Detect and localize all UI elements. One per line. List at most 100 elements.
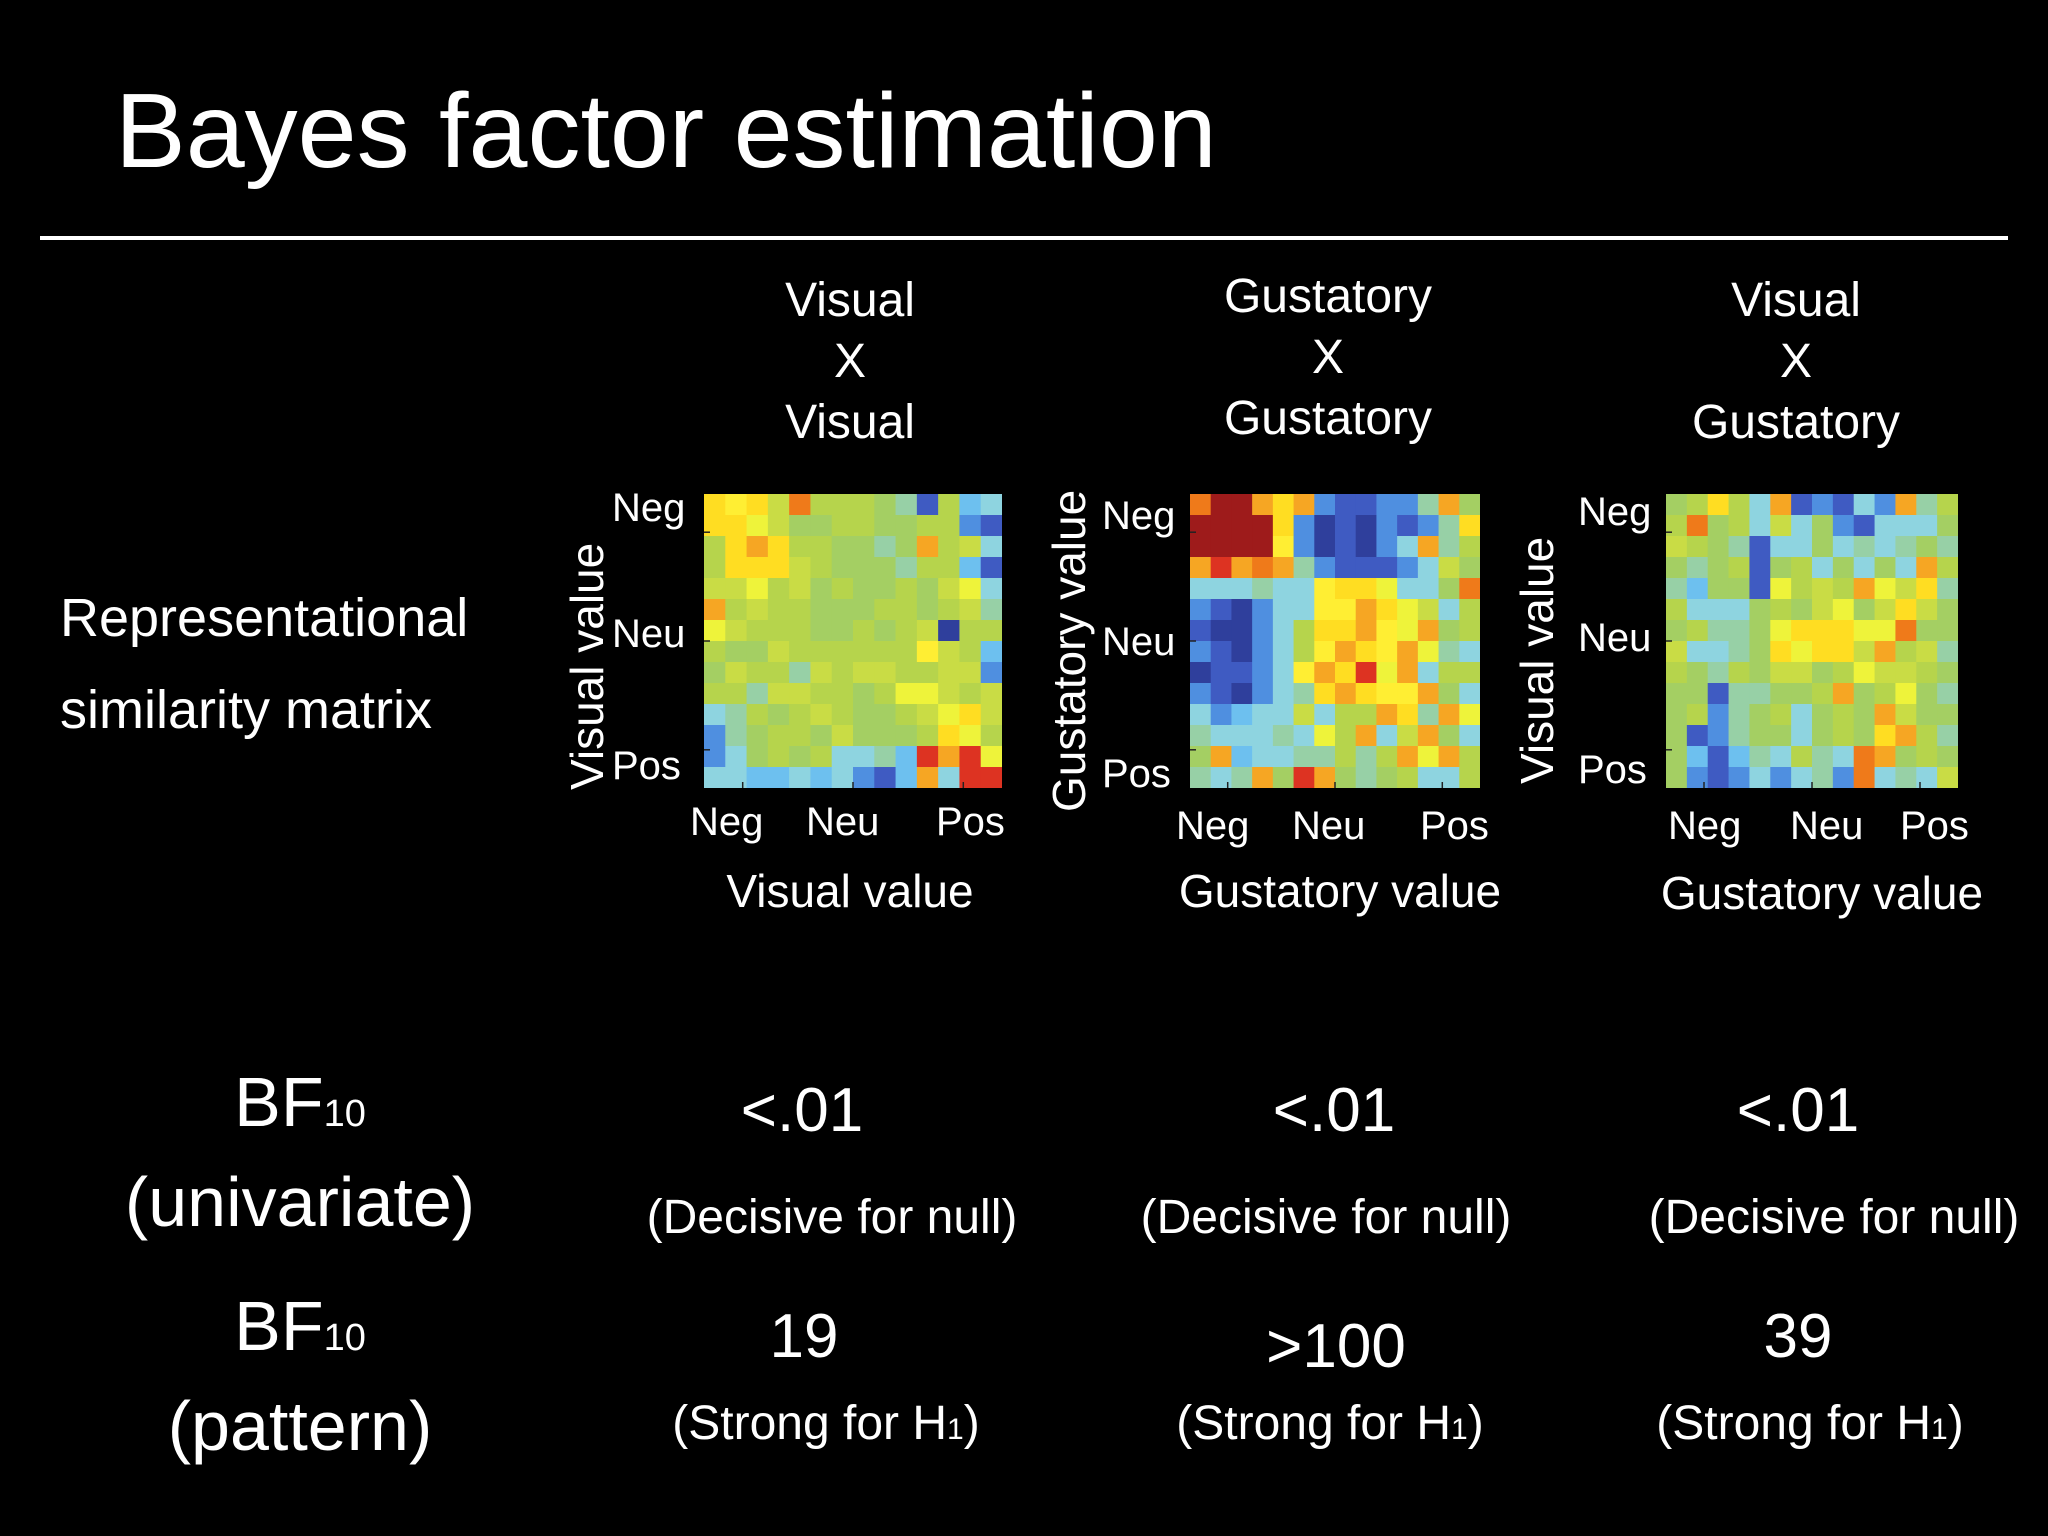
matrix-cell — [938, 746, 961, 768]
matrix-cell — [1335, 662, 1357, 684]
matrix-cell — [1895, 515, 1917, 537]
matrix-cell — [853, 620, 875, 642]
matrix-cell — [916, 578, 939, 600]
matrix-cell — [1417, 494, 1440, 516]
matrix-cell — [1666, 515, 1688, 537]
matrix-cell — [1293, 599, 1315, 621]
matrix-cell — [1210, 641, 1233, 663]
matrix-cell — [938, 704, 961, 726]
rsm-matrix-gustatory-gustatory — [1190, 494, 1480, 788]
matrix-cell — [1314, 557, 1336, 579]
matrix-cell — [1314, 641, 1336, 663]
matrix-cell — [1895, 662, 1917, 684]
matrix-cell — [704, 599, 726, 621]
matrix-cell — [1335, 704, 1357, 726]
matrix-cell — [1749, 578, 1771, 600]
matrix-cell — [1686, 641, 1709, 663]
matrix-cell — [1666, 725, 1688, 747]
matrix-cell — [1812, 620, 1834, 642]
matrix-cell — [1812, 557, 1834, 579]
col-1-header-line-1: Visual — [785, 274, 915, 327]
col-2-header-line-2: X — [1311, 331, 1344, 384]
matrix-cell — [746, 557, 769, 579]
matrix-cell — [1791, 536, 1813, 558]
matrix-cell — [831, 599, 854, 621]
matrix-cell — [1666, 620, 1688, 642]
col-2-x-tick-neu: Neu — [1292, 804, 1366, 848]
matrix-cell — [959, 641, 982, 663]
matrix-cell — [959, 494, 982, 516]
matrix-cell — [1874, 725, 1897, 747]
matrix-cell — [1231, 662, 1253, 684]
col-2-univariate-value: <.01 — [1272, 1076, 1396, 1145]
matrix-cell — [853, 704, 875, 726]
matrix-cell — [1376, 746, 1398, 768]
matrix-cell — [916, 557, 939, 579]
matrix-cell — [1791, 725, 1813, 747]
matrix-cell — [1791, 620, 1813, 642]
matrix-cell — [1749, 683, 1771, 705]
matrix-cell — [938, 620, 961, 642]
rsm-matrix-visual-visual — [704, 494, 1002, 788]
matrix-cell — [1293, 746, 1315, 768]
matrix-cell — [1252, 683, 1274, 705]
col-3-univariate-value: <.01 — [1736, 1076, 1860, 1145]
matrix-cell — [1937, 494, 1958, 516]
matrix-cell — [767, 767, 790, 788]
matrix-cell — [725, 494, 748, 516]
matrix-cell — [1314, 746, 1336, 768]
matrix-cell — [853, 515, 875, 537]
matrix-cell — [1728, 746, 1751, 768]
matrix-cell — [725, 599, 748, 621]
matrix-cell — [1231, 725, 1253, 747]
matrix-cell — [767, 620, 790, 642]
matrix-cell — [789, 599, 812, 621]
matrix-cell — [1853, 641, 1876, 663]
matrix-cell — [1666, 578, 1688, 600]
matrix-cell — [1210, 704, 1233, 726]
matrix-cell — [938, 578, 961, 600]
matrix-cell — [874, 557, 897, 579]
matrix-cell — [938, 536, 961, 558]
matrix-cell — [704, 536, 726, 558]
matrix-cell — [1355, 578, 1378, 600]
matrix-cell — [1272, 767, 1295, 788]
matrix-cell — [1190, 494, 1212, 516]
matrix-cell — [1686, 683, 1709, 705]
matrix-cell — [959, 683, 982, 705]
matrix-cell — [1895, 704, 1917, 726]
matrix-cell — [789, 725, 812, 747]
matrix-cell — [1770, 767, 1792, 788]
matrix-cell — [1749, 725, 1771, 747]
matrix-cell — [1749, 515, 1771, 537]
matrix-cell — [1335, 494, 1357, 516]
matrix-cell — [1355, 767, 1378, 788]
col-2-x-tick-neg: Neg — [1176, 804, 1250, 848]
matrix-cell — [916, 515, 939, 537]
matrix-cell — [767, 662, 790, 684]
matrix-cell — [1272, 578, 1295, 600]
matrix-cell — [1874, 494, 1897, 516]
col-1-x-axis-label: Visual value — [726, 865, 974, 917]
matrix-cell — [959, 599, 982, 621]
matrix-cell — [1728, 578, 1751, 600]
matrix-cell — [1210, 725, 1233, 747]
matrix-cell — [1686, 704, 1709, 726]
col-3-y-tick-neg: Neg — [1578, 490, 1652, 534]
matrix-cell — [1314, 578, 1336, 600]
matrix-cell — [1895, 683, 1917, 705]
matrix-cell — [1666, 704, 1688, 726]
matrix-cell — [746, 746, 769, 768]
col-2-univariate: <.01 (Decisive for null) — [1104, 1076, 1564, 1246]
matrix-cell — [1210, 767, 1233, 788]
col-1-header-line-2: X — [833, 335, 866, 388]
matrix-cell — [895, 515, 918, 537]
matrix-cell — [895, 641, 918, 663]
matrix-cell — [1293, 494, 1315, 516]
col-3-pattern-value: 39 — [1763, 1302, 1833, 1371]
matrix-cell — [980, 767, 1002, 788]
col-3-pattern-note: (Strong for H1) — [1656, 1397, 1964, 1450]
matrix-cell — [1417, 767, 1440, 788]
matrix-cell — [1916, 578, 1938, 600]
matrix-cell — [874, 704, 897, 726]
